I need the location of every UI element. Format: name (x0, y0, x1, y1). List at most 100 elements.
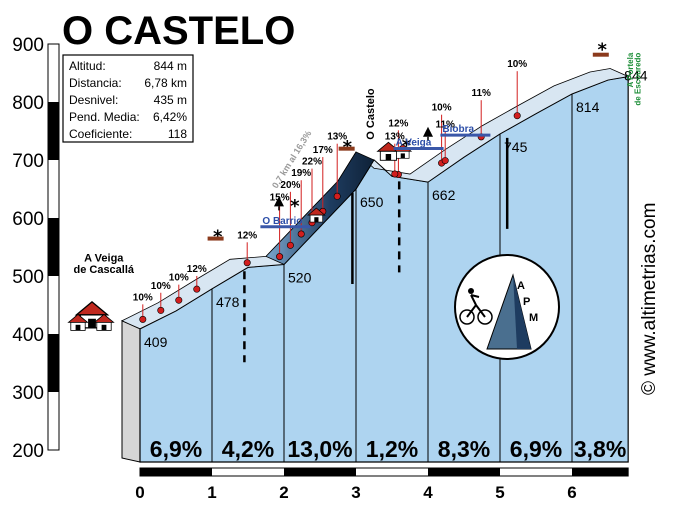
ramp-pin-dot (243, 259, 251, 267)
y-tick-label: 500 (12, 267, 44, 288)
x-tick-label: 4 (423, 483, 433, 502)
ramp-gradient-label: 10% (432, 103, 452, 114)
segment-gradient-label: 13,0% (287, 436, 352, 462)
ramp-pin-dot (157, 306, 165, 314)
ramp-gradient-label: 12% (388, 118, 408, 129)
village-house-icon (307, 207, 326, 223)
profile-side-wall (121, 320, 141, 463)
x-axis-band (284, 468, 356, 476)
flag-marker-icon (338, 146, 355, 151)
cyclist-wheel-icon (459, 309, 475, 325)
apm-logo: A P M (454, 254, 560, 360)
ramp-pin-dot (139, 315, 147, 323)
stats-box: Altitud: 844 m Distancia: 6,78 km Desnivel: 4… (62, 54, 194, 143)
y-axis: 200 300 400 500 600 700 800 900 (12, 35, 60, 462)
stat-label: Pend. Media: (69, 110, 140, 124)
house-door-icon (314, 217, 319, 223)
tree-icon (273, 196, 284, 207)
stat-label: Desnivel: (69, 93, 118, 107)
ramp-gradient-label: 11% (471, 88, 491, 99)
logo-letter-a: A (517, 280, 525, 292)
cyclist-head-icon (468, 288, 474, 294)
stat-value: 435 m (154, 93, 187, 107)
place-label: A Veiga (84, 253, 124, 265)
x-tick-label: 3 (351, 483, 360, 502)
ramp-gradient-label: 10% (507, 59, 527, 70)
elevation-label: 478 (216, 294, 240, 310)
tree-icon (423, 126, 433, 141)
summit-star-icon: * (290, 196, 300, 217)
vertical-annotation: A Portela (626, 52, 635, 87)
ramp-pin-dot (193, 285, 201, 293)
road-label: O Barrio (262, 216, 302, 227)
house-door-icon (75, 324, 81, 331)
flag-marker-icon (592, 52, 609, 57)
ramp-pin-dot (175, 296, 183, 304)
road-label: A Veiga (396, 138, 432, 149)
elevation-label: 650 (360, 194, 384, 210)
elevation-label: 662 (432, 187, 456, 203)
cyclist-icon (466, 294, 486, 318)
place-label: de Cascallá (73, 264, 134, 276)
house-door-icon (101, 324, 107, 331)
ramp-gradient-label: 13% (385, 132, 405, 143)
cyclist-wheel-icon (477, 309, 493, 325)
segment-gradient-label: 6,9% (510, 436, 562, 462)
flag-marker-icon (207, 236, 224, 241)
ramp-gradient-label: 20% (280, 180, 300, 191)
house-door-icon (400, 153, 405, 159)
x-axis-band (572, 468, 629, 476)
stat-value: 844 m (154, 59, 187, 73)
ramp-pin-dot (276, 253, 284, 261)
x-axis-band (140, 468, 212, 476)
village-house-icon (93, 313, 115, 331)
summit-star-icon: * (598, 40, 608, 61)
house-door-icon (88, 318, 96, 328)
elevation-label: 814 (576, 99, 600, 115)
y-axis-band (48, 218, 59, 276)
segment-gradient-label: 6,9% (150, 436, 202, 462)
stat-value: 6,42% (153, 110, 187, 124)
stat-label: Distancia: (69, 76, 122, 90)
x-tick-label: 1 (207, 483, 216, 502)
y-tick-label: 700 (12, 151, 44, 172)
y-tick-label: 200 (12, 441, 44, 462)
logo-letter-m: M (529, 312, 538, 324)
road-label: Biobra (442, 124, 474, 135)
stat-label: Coeficiente: (69, 127, 132, 141)
steep-section (265, 151, 375, 265)
elevation-label: 745 (504, 139, 528, 155)
stat-label: Altitud: (69, 59, 106, 73)
ramp-gradient-label: 19% (291, 168, 311, 179)
elevation-label: 844 (624, 67, 648, 83)
y-tick-label: 800 (12, 93, 44, 114)
ramp-gradient-label: 10% (169, 273, 189, 284)
ramp-gradient-label: 12% (187, 264, 207, 275)
ramp-pin-dot (391, 170, 399, 178)
vertical-annotation: O Castelo (365, 88, 377, 140)
summit-star-icon: * (402, 135, 412, 156)
x-tick-label: 6 (567, 483, 576, 502)
y-tick-label: 900 (12, 35, 44, 56)
elevation-label: 409 (144, 334, 168, 350)
village-house-icon (67, 313, 89, 331)
ramp-pin-dot (513, 112, 521, 120)
y-tick-label: 600 (12, 209, 44, 230)
tree-icon (273, 196, 284, 211)
x-axis-band (428, 468, 500, 476)
x-tick-label: 2 (279, 483, 288, 502)
copyright-text: © www.altimetrias.com (639, 203, 660, 395)
ramp-gradient-label: 22% (302, 157, 322, 168)
ramp-gradient-label: 17% (313, 145, 333, 156)
y-tick-label: 400 (12, 325, 44, 346)
ramp-pin-dot (333, 192, 341, 200)
x-tick-label: 5 (495, 483, 504, 502)
y-axis-band (48, 102, 59, 160)
segment-gradient-label: 1,2% (366, 436, 418, 462)
y-axis-band (48, 334, 59, 392)
ramp-gradient-label: 10% (151, 281, 171, 292)
ramp-gradient-label: 12% (237, 230, 257, 241)
tree-icon (423, 126, 433, 137)
segment-gradient-label: 3,8% (574, 436, 626, 462)
elevation-label: 520 (288, 269, 312, 285)
